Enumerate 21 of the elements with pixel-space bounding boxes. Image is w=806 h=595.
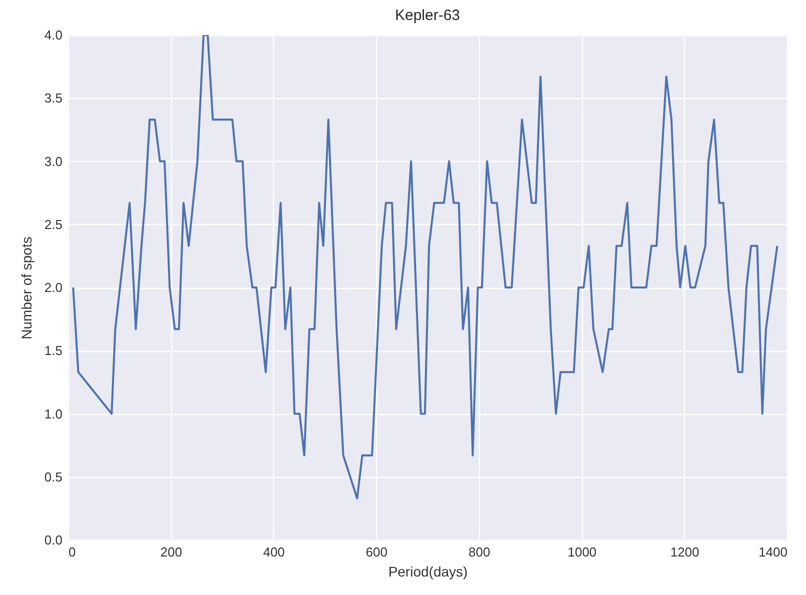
y-tick-label: 1.5	[44, 343, 62, 358]
x-tick-label: 200	[160, 544, 182, 560]
x-tick-label: 1400	[758, 544, 788, 560]
x-tick-label: 400	[263, 544, 285, 560]
y-tick-label: 3.0	[44, 154, 62, 169]
x-tick-label: 1200	[670, 544, 700, 560]
y-axis-title: Number of spots	[18, 236, 34, 340]
y-tick-label: 0.5	[44, 469, 62, 484]
x-tick-label: 800	[468, 544, 490, 560]
x-tick-label: 1000	[568, 544, 597, 560]
y-tick-label: 3.5	[44, 90, 62, 106]
y-tick-label: 2.5	[44, 216, 62, 232]
x-axis-title: Period(days)	[388, 564, 468, 580]
chart-title: Kepler-63	[394, 7, 460, 24]
y-tick-label: 4.0	[44, 28, 62, 42]
y-tick-label: 1.0	[44, 406, 62, 422]
x-tick-label: 600	[366, 544, 388, 560]
y-tick-label: 0.0	[44, 532, 62, 548]
line-series	[72, 35, 778, 500]
y-tick-label: 2.0	[44, 280, 62, 295]
x-tick-label: 0	[68, 544, 76, 560]
